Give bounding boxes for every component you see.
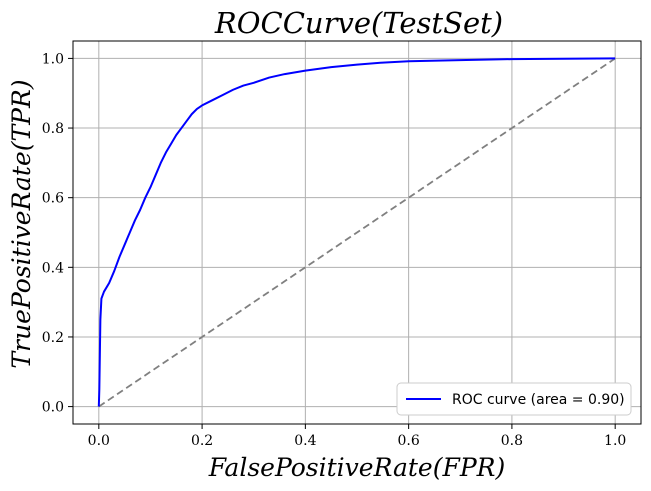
y-tick-label: 1.0 <box>42 51 64 67</box>
legend-label-roc: ROC curve (area = 0.90) <box>452 392 625 408</box>
y-tick-label: 0.6 <box>42 191 64 207</box>
x-tick-label: 0.0 <box>88 433 110 449</box>
x-tick-label: 0.2 <box>191 433 213 449</box>
x-tick-label: 0.8 <box>501 433 523 449</box>
y-tick-label: 0.4 <box>42 260 64 276</box>
y-tick-label: 0.8 <box>42 121 64 137</box>
roc-curve-line <box>97 57 616 407</box>
series-layer <box>97 57 616 408</box>
chart-title: ROCCurve(TestSet) <box>214 6 503 40</box>
legend-box <box>396 382 632 416</box>
y-axis-label: TruePositiveRate(TPR) <box>7 79 36 368</box>
y-tick-label: 0.0 <box>42 400 64 416</box>
x-tick-label: 1.0 <box>604 433 626 449</box>
y-tick-label: 0.2 <box>42 330 64 346</box>
x-axis-label: FalsePositiveRate(FPR) <box>208 453 505 482</box>
x-tick-label: 0.4 <box>294 433 316 449</box>
chance-diagonal-line <box>98 57 616 408</box>
plot-frame <box>72 40 642 425</box>
grid <box>73 41 641 424</box>
ticks: 0.0 0.2 0.4 0.6 0.8 1.0 0.0 0.2 0.4 0.6 0.8 1.0 <box>42 51 627 449</box>
legend: ROC curve (area = 0.90) <box>396 382 632 416</box>
x-tick-label: 0.6 <box>398 433 420 449</box>
